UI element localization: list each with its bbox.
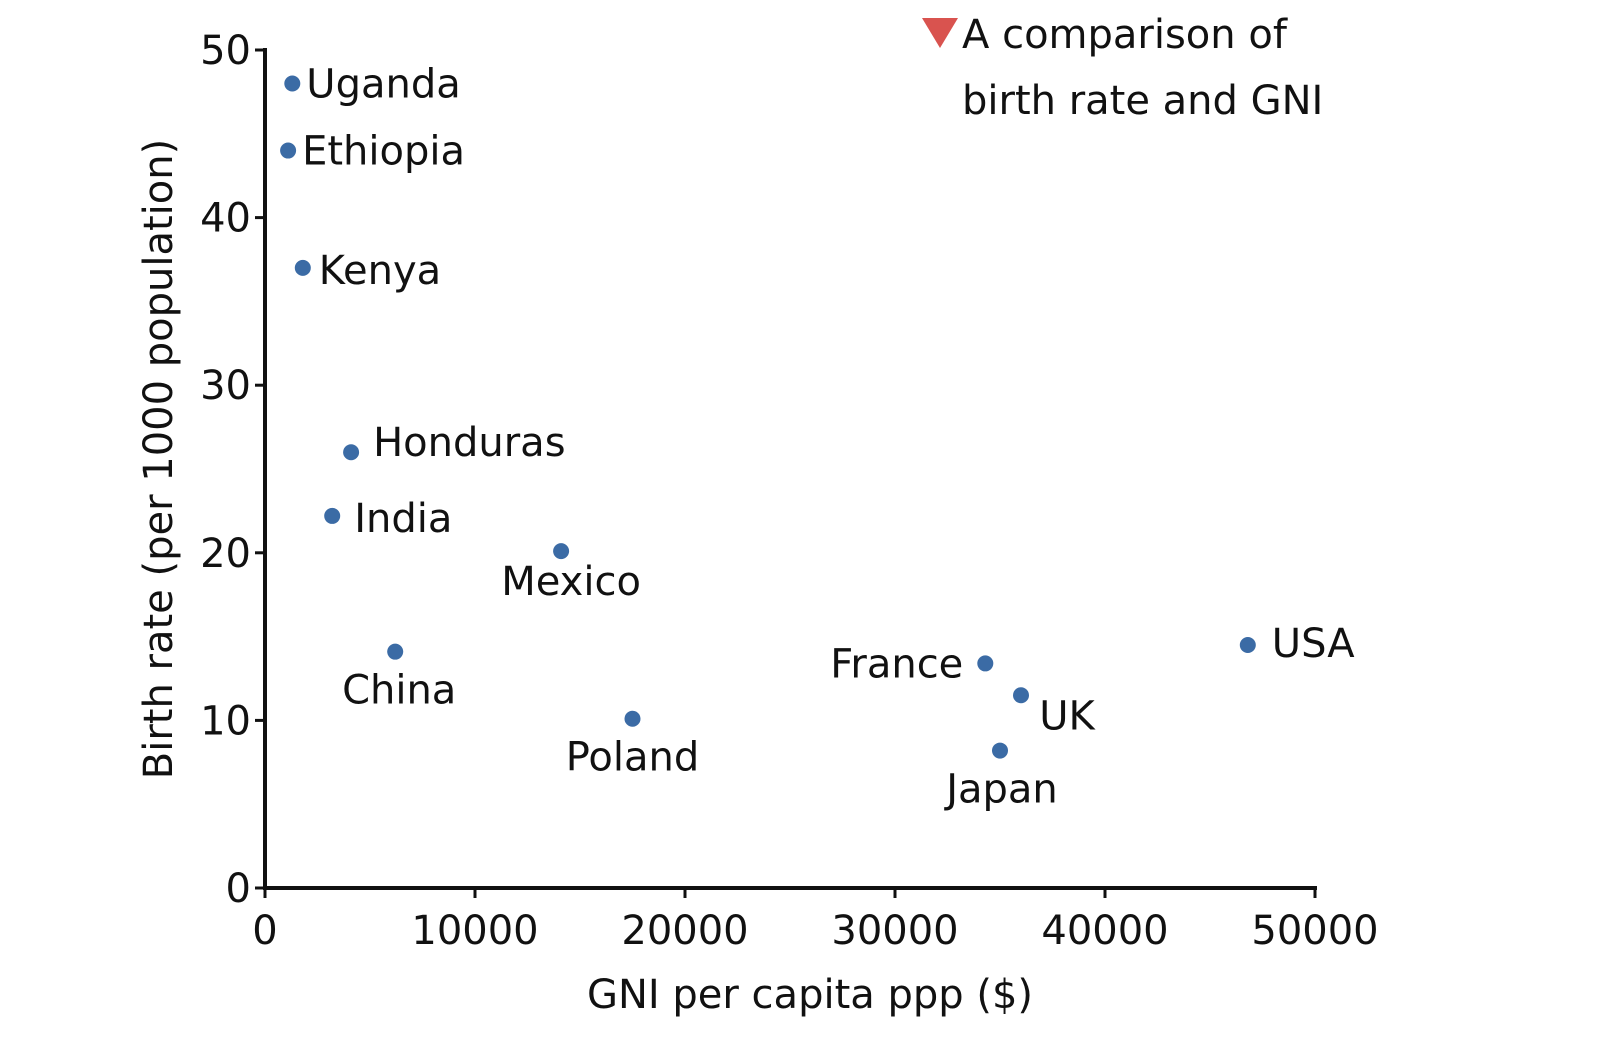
point-marker bbox=[294, 259, 311, 276]
point-label: USA bbox=[1272, 621, 1355, 667]
axes bbox=[263, 48, 1317, 890]
legend-triangle-icon bbox=[922, 18, 958, 48]
data-point-poland: Poland bbox=[566, 710, 700, 781]
y-tick-label: 40 bbox=[200, 196, 251, 242]
point-marker bbox=[387, 643, 404, 660]
point-label: Ethiopia bbox=[302, 129, 465, 175]
point-label: UK bbox=[1039, 693, 1096, 739]
x-ticks: 0 10000 20000 30000 40000 50000 bbox=[252, 888, 1379, 954]
x-tick-label: 10000 bbox=[411, 908, 538, 954]
point-marker bbox=[324, 507, 341, 524]
y-tick-label: 20 bbox=[200, 531, 251, 577]
point-label: Poland bbox=[566, 735, 700, 781]
data-points: Uganda Ethiopia Kenya Honduras India Mexico Ch… bbox=[280, 62, 1355, 813]
point-label: China bbox=[342, 668, 456, 714]
point-marker bbox=[1013, 687, 1029, 704]
y-ticks: 0 10 20 30 40 50 bbox=[200, 28, 265, 912]
point-marker bbox=[1239, 636, 1256, 653]
y-tick-label: 30 bbox=[200, 363, 251, 409]
x-tick-label: 0 bbox=[252, 908, 277, 954]
data-point-usa: USA bbox=[1239, 621, 1355, 667]
x-tick-label: 50000 bbox=[1251, 908, 1378, 954]
point-label: Mexico bbox=[501, 559, 641, 605]
data-point-france: France bbox=[830, 641, 994, 687]
point-marker bbox=[992, 742, 1008, 759]
data-point-mexico: Mexico bbox=[501, 543, 641, 605]
data-point-uk: UK bbox=[1013, 687, 1097, 739]
point-label: Uganda bbox=[306, 62, 460, 108]
data-point-japan: Japan bbox=[943, 742, 1058, 813]
legend-label-line-2: birth rate and GNI bbox=[962, 78, 1323, 124]
y-axis-title: Birth rate (per 1000 population) bbox=[136, 139, 182, 779]
data-point-china: China bbox=[342, 643, 456, 714]
x-tick-label: 40000 bbox=[1041, 908, 1168, 954]
point-label: Kenya bbox=[319, 248, 441, 294]
y-tick-label: 50 bbox=[200, 28, 251, 74]
point-label: Honduras bbox=[373, 420, 565, 466]
point-marker bbox=[343, 444, 360, 461]
point-label: Japan bbox=[943, 767, 1058, 813]
point-marker bbox=[280, 142, 297, 159]
point-marker bbox=[624, 710, 641, 727]
data-point-honduras: Honduras bbox=[343, 420, 566, 466]
data-point-india: India bbox=[324, 496, 452, 542]
point-marker bbox=[977, 655, 994, 672]
x-tick-label: 20000 bbox=[621, 908, 748, 954]
point-label: India bbox=[354, 496, 452, 542]
legend: A comparison of birth rate and GNI bbox=[922, 12, 1323, 124]
x-axis-title: GNI per capita ppp ($) bbox=[587, 972, 1033, 1018]
data-point-ethiopia: Ethiopia bbox=[280, 129, 465, 175]
y-tick-label: 10 bbox=[200, 698, 251, 744]
x-tick-label: 30000 bbox=[831, 908, 958, 954]
data-point-kenya: Kenya bbox=[294, 248, 441, 294]
point-marker bbox=[553, 543, 570, 560]
point-marker bbox=[284, 75, 301, 92]
legend-label-line-1: A comparison of bbox=[962, 12, 1288, 58]
y-tick-label: 0 bbox=[226, 866, 251, 912]
point-label: France bbox=[830, 641, 963, 687]
data-point-uganda: Uganda bbox=[284, 62, 461, 108]
